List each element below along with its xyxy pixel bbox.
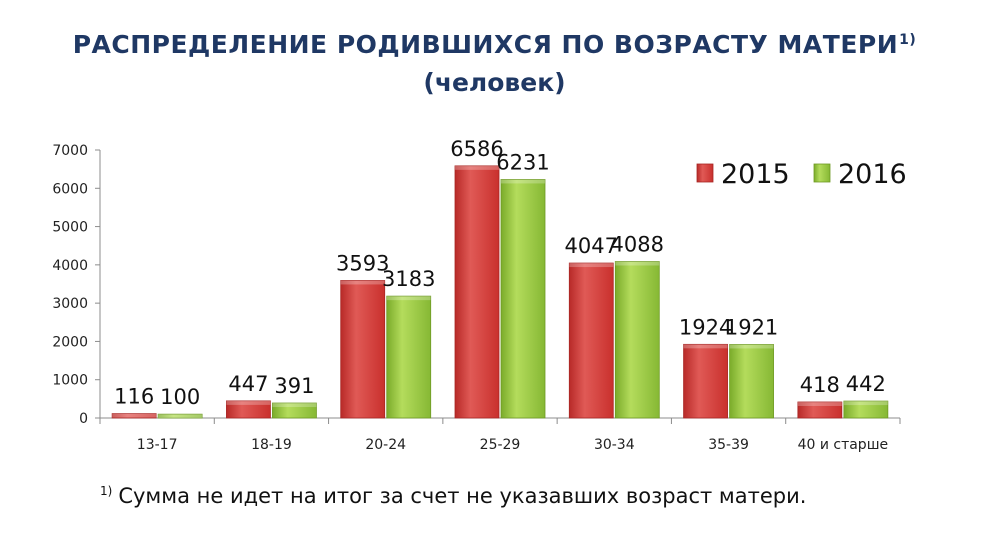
data-label: 6231 — [496, 150, 549, 174]
bar-highlight — [797, 401, 842, 406]
bar-2016-18-19 — [272, 402, 317, 419]
bar-highlight — [226, 400, 271, 405]
x-tick-label: 18-19 — [251, 437, 292, 453]
footnote-marker: 1) — [100, 484, 113, 498]
data-label: 6586 — [450, 137, 503, 161]
data-label: 3183 — [382, 267, 435, 291]
data-label: 3593 — [336, 251, 389, 275]
bar-highlight — [158, 414, 203, 418]
bar-highlight — [340, 280, 385, 285]
y-tick-label: 1000 — [52, 373, 88, 389]
bar-2016-30-34 — [614, 261, 660, 419]
footnote-text: Сумма не идет на итог за счет не указавш… — [118, 484, 807, 508]
x-tick-label: 30-34 — [594, 437, 635, 453]
y-tick-label: 3000 — [52, 296, 88, 312]
data-label: 391 — [274, 374, 314, 398]
bar-2015-13-17 — [111, 413, 157, 419]
chart-title: РАСПРЕДЕЛЕНИЕ РОДИВШИХСЯ ПО ВОЗРАСТУ МАТ… — [0, 30, 989, 59]
y-tick-label: 2000 — [52, 334, 88, 350]
bar-2016-13-17 — [157, 413, 203, 419]
bar-highlight — [569, 263, 614, 268]
footnote: 1) Сумма не идет на итог за счет не указа… — [100, 484, 806, 508]
bar-2015-25-29 — [454, 165, 500, 419]
x-tick-label: 35-39 — [708, 437, 749, 453]
legend-label-2015: 2015 — [721, 159, 790, 190]
bar-2015-35-39 — [683, 343, 728, 419]
bar-highlight — [615, 261, 660, 266]
x-tick-label: 40 и старше — [798, 437, 889, 453]
legend-label-2016: 2016 — [838, 159, 907, 190]
y-tick-label: 7000 — [52, 143, 88, 159]
data-label: 442 — [846, 372, 886, 396]
bar-highlight — [455, 165, 499, 170]
y-tick-label: 6000 — [52, 181, 88, 197]
bar-2016-35-39 — [729, 344, 774, 419]
y-tick-label: 4000 — [52, 258, 88, 274]
chart-title-text: РАСПРЕДЕЛЕНИЕ РОДИВШИХСЯ ПО ВОЗРАСТУ МАТ… — [72, 30, 899, 59]
x-tick-label: 20-24 — [365, 437, 406, 453]
y-tick-label: 5000 — [52, 220, 88, 236]
bar-2015-18-19 — [226, 400, 271, 419]
bar-2016-25-29 — [500, 179, 546, 419]
bar-highlight — [112, 413, 157, 418]
x-tick-label: 25-29 — [480, 437, 521, 453]
bar-highlight — [272, 403, 317, 408]
chart-subtitle: (человек) — [423, 68, 566, 97]
data-label: 4088 — [611, 232, 664, 256]
bar-2016-40 и старше — [843, 400, 889, 419]
legend-swatch-2015 — [696, 163, 714, 183]
bar-highlight — [386, 296, 431, 301]
data-label: 1921 — [725, 315, 778, 339]
data-label: 4047 — [565, 234, 618, 258]
bar-2016-20-24 — [386, 295, 432, 419]
data-label: 100 — [160, 385, 200, 409]
bar-highlight — [501, 179, 545, 184]
y-tick-label: 0 — [79, 411, 88, 427]
data-label: 447 — [228, 372, 268, 396]
bar-highlight — [843, 401, 888, 406]
data-label: 116 — [114, 385, 154, 409]
bar-2015-20-24 — [340, 280, 386, 419]
bar-2015-40 и старше — [797, 401, 843, 419]
bar-highlight — [729, 344, 774, 349]
x-tick-label: 13-17 — [137, 437, 178, 453]
data-label: 418 — [800, 373, 840, 397]
chart-title-footnote-marker: 1) — [899, 31, 917, 48]
legend-swatch-2016 — [813, 163, 831, 183]
bar-2015-30-34 — [568, 262, 614, 419]
bar-highlight — [683, 344, 728, 349]
data-label: 1924 — [679, 315, 732, 339]
